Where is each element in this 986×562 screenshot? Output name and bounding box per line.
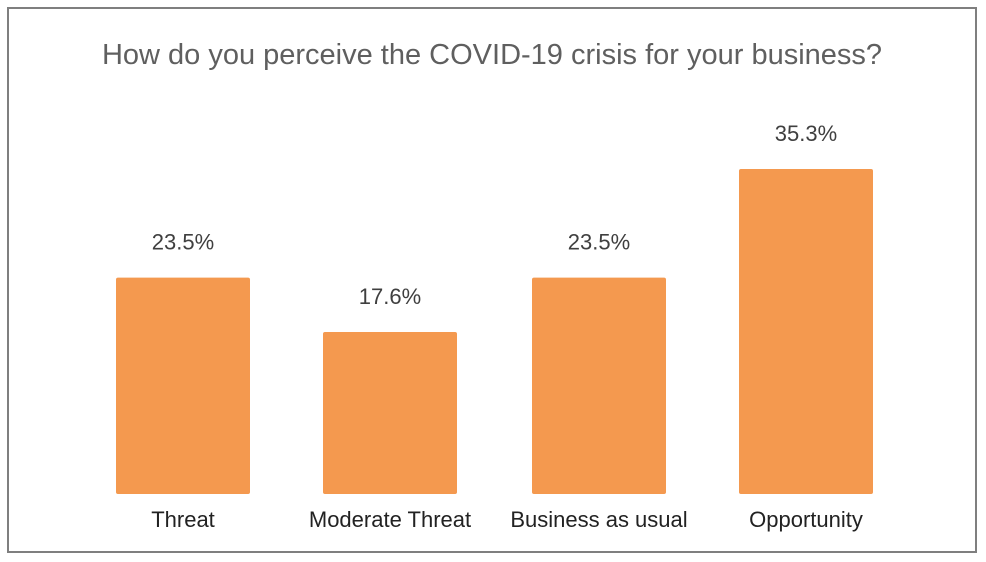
bar-1 [323,331,457,494]
category-label-2: Business as usual [510,507,687,532]
bar-value-label-2: 23.5% [568,230,630,255]
category-label-0: Threat [151,507,215,532]
bar-0 [116,277,250,494]
bar-chart: 23.5% Threat 17.6% Moderate Threat 23.5% Busi… [116,121,873,532]
bar-3 [739,169,873,494]
chart-frame: How do you perceive the COVID-19 crisis … [7,7,977,553]
category-label-1: Moderate Threat [309,507,471,532]
bar-value-label-3: 35.3% [775,121,837,146]
bar-2 [532,277,666,494]
category-label-3: Opportunity [749,507,863,532]
bar-value-label-0: 23.5% [152,230,214,255]
chart-title: How do you perceive the COVID-19 crisis … [101,39,883,71]
bar-value-label-1: 17.6% [359,284,421,309]
